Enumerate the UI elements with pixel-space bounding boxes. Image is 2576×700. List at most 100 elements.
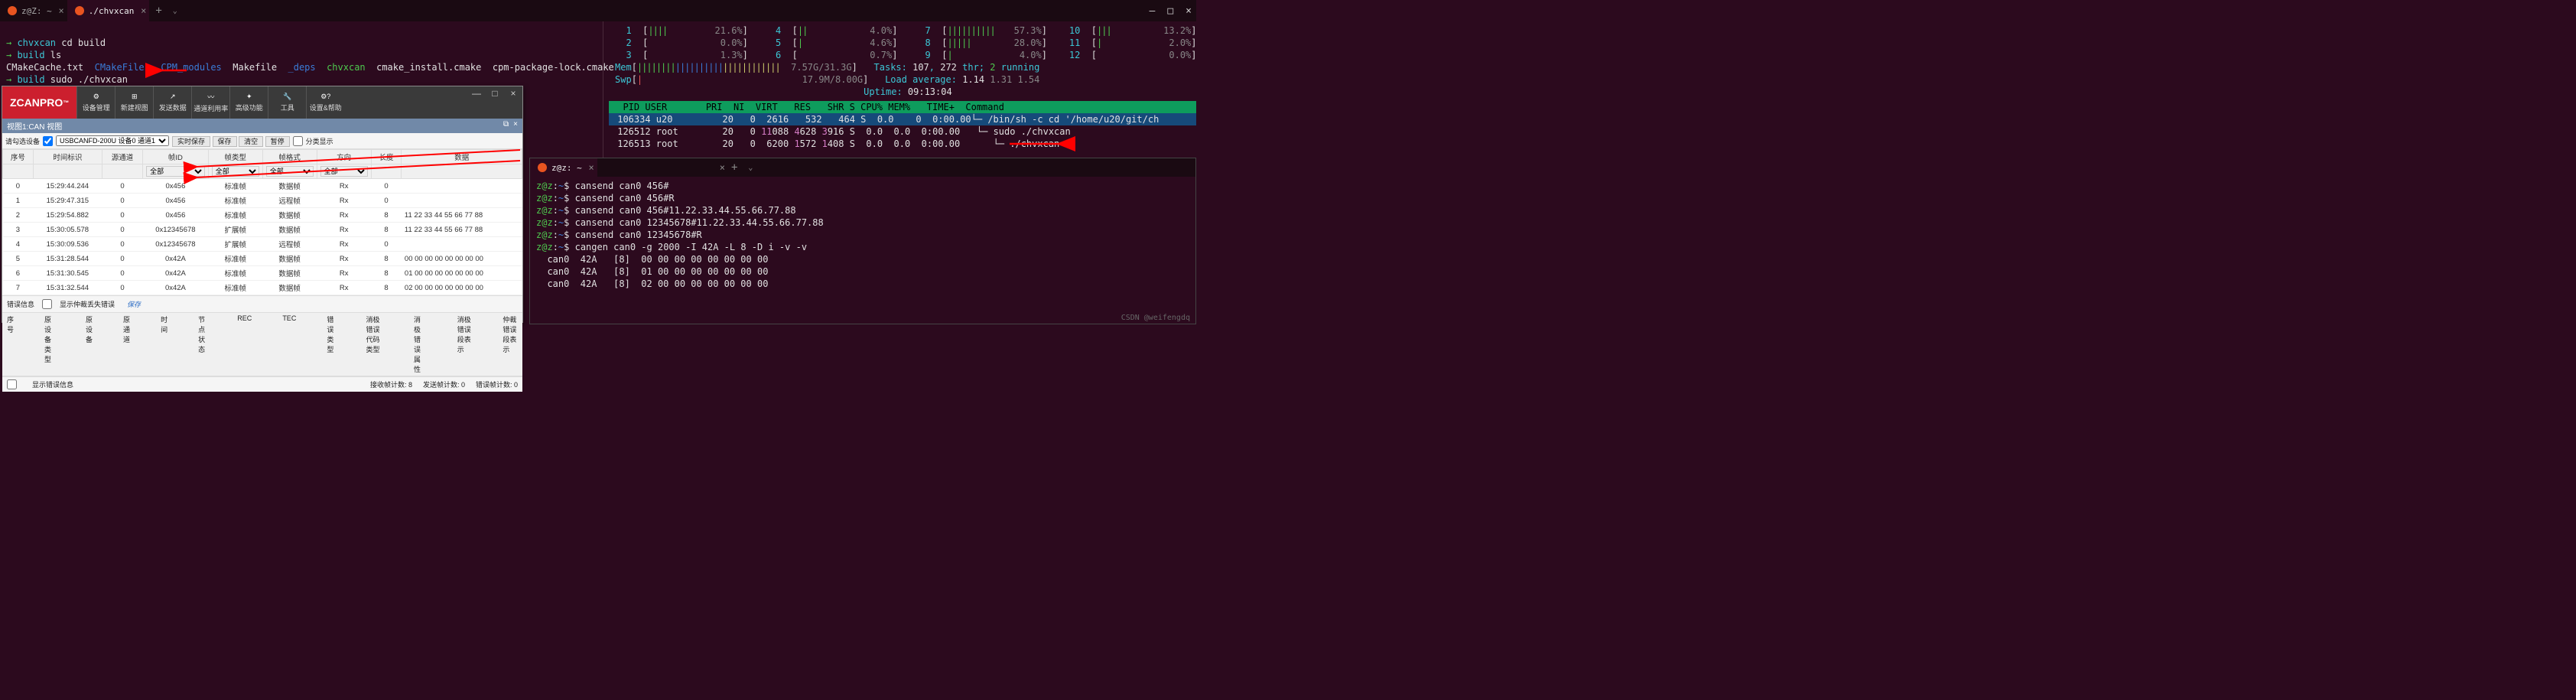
tx-count: 发送帧计数: 0 bbox=[423, 379, 465, 389]
tab-menu-chevron[interactable]: ⌄ bbox=[168, 7, 182, 15]
toolbar-2[interactable]: ↗发送数据 bbox=[153, 86, 191, 119]
col-header[interactable]: 序号 bbox=[3, 150, 34, 164]
filter-btn-2[interactable]: 清空 bbox=[239, 136, 263, 147]
ls-file: cpm-package-lock.cmake bbox=[493, 62, 614, 73]
err-col: 时间 bbox=[161, 314, 168, 374]
ls-file: Makefile bbox=[233, 62, 277, 73]
table-row[interactable]: 715:31:32.54400x42A标准帧数据帧Rx802 00 00 00 … bbox=[3, 281, 522, 295]
table-row[interactable]: 315:30:05.57800x12345678扩展帧数据帧Rx811 22 3… bbox=[3, 223, 522, 237]
htop-process-list[interactable]: 106334 u20 20 0 2616 532 464 S 0.0 0 0:0… bbox=[609, 113, 1196, 150]
maximize-icon[interactable]: □ bbox=[486, 86, 504, 119]
htop-pane[interactable]: 1 [|||| 21.6%] 4 [|| 4.0%] 7 [||||||||||… bbox=[609, 21, 1196, 150]
bottom-terminal-body[interactable]: z@z:~$ cansend can0 456# z@z:~$ cansend … bbox=[530, 177, 1195, 293]
table-row[interactable]: 615:31:30.54500x42A标准帧数据帧Rx801 00 00 00 … bbox=[3, 266, 522, 281]
tab-menu-chevron[interactable]: ⌄ bbox=[743, 164, 757, 172]
inner-tab-label: z@z: ~ bbox=[551, 163, 582, 173]
filter-btn-3[interactable]: 暂停 bbox=[265, 136, 290, 147]
err-col: 消极错误属性 bbox=[414, 314, 427, 374]
device-select[interactable]: USBCANFD-200U 设备0 通道1 bbox=[56, 135, 169, 146]
bottom-terminal-window: z@z: ~ × × + ⌄ z@z:~$ cansend can0 456# … bbox=[529, 158, 1196, 324]
show-errors-checkbox[interactable] bbox=[7, 379, 17, 389]
close-icon[interactable]: × bbox=[589, 162, 594, 173]
col-filter[interactable]: 全部 bbox=[320, 166, 368, 177]
ubuntu-icon bbox=[75, 6, 84, 15]
subtitle-text: 视图1:CAN 视图 bbox=[7, 120, 62, 132]
cmd-text: ls bbox=[45, 50, 62, 60]
close-icon[interactable]: × bbox=[59, 5, 64, 16]
toolbar-4[interactable]: ✦高级功能 bbox=[229, 86, 268, 119]
close-window-icon[interactable]: × bbox=[1186, 5, 1192, 17]
col-filter[interactable]: 全部 bbox=[146, 166, 205, 177]
inner-tabbar: z@z: ~ × × + ⌄ bbox=[530, 158, 1195, 177]
table-filter-row: 全部全部全部全部 bbox=[3, 164, 522, 179]
close-icon[interactable]: × bbox=[141, 5, 146, 16]
tab-2[interactable]: ./chvxcan × bbox=[67, 0, 150, 21]
ls-dir: CMakeFiles bbox=[95, 62, 150, 73]
table-row[interactable]: 415:30:09.53600x12345678扩展帧远程帧Rx0 bbox=[3, 237, 522, 252]
col-header[interactable]: 帧类型 bbox=[208, 150, 262, 164]
filter-btn-1[interactable]: 保存 bbox=[213, 136, 237, 147]
inner-tab[interactable]: z@z: ~ × bbox=[530, 158, 597, 177]
col-header[interactable]: 长度 bbox=[371, 150, 402, 164]
err-col: 仲裁错误段表示 bbox=[503, 314, 518, 374]
table-body: 015:29:44.24400x456标准帧数据帧Rx0115:29:47.31… bbox=[3, 179, 522, 295]
zcan-toolbar: ⚙设备管理⊞新建视图↗发送数据〰通道利用率✦高级功能🔧工具⚙?设置&帮助 bbox=[76, 86, 344, 119]
err-count: 错误帧计数: 0 bbox=[476, 379, 518, 389]
process-row[interactable]: 126513 root 20 0 6200 1572 1408 S 0.0 0.… bbox=[609, 138, 1196, 150]
subtitle-icons: ⧉ × bbox=[503, 120, 518, 132]
process-row[interactable]: 106334 u20 20 0 2616 532 464 S 0.0 0 0:0… bbox=[609, 113, 1196, 125]
close-icon[interactable]: × bbox=[720, 162, 725, 173]
err-col: 原设备类型 bbox=[44, 314, 55, 374]
new-tab-button[interactable]: + bbox=[725, 161, 743, 174]
zcan-statusbar: 显示错误信息 接收帧计数: 8 发送帧计数: 0 错误帧计数: 0 bbox=[2, 376, 522, 392]
classify-checkbox[interactable] bbox=[293, 136, 303, 146]
err-col: REC bbox=[237, 314, 252, 374]
status-counts: 接收帧计数: 8 发送帧计数: 0 错误帧计数: 0 bbox=[370, 379, 518, 389]
error-label: 错误信息 bbox=[7, 299, 34, 309]
filter-btn-0[interactable]: 实时保存 bbox=[172, 136, 210, 147]
show-arb-errors-checkbox[interactable] bbox=[42, 299, 52, 309]
col-header[interactable]: 源通道 bbox=[102, 150, 142, 164]
zcanpro-window: ZCANPRO™ ⚙设备管理⊞新建视图↗发送数据〰通道利用率✦高级功能🔧工具⚙?… bbox=[2, 86, 523, 323]
cmd-text: cd build bbox=[56, 37, 106, 48]
col-filter[interactable]: 全部 bbox=[212, 166, 259, 177]
col-header[interactable]: 帧格式 bbox=[262, 150, 317, 164]
process-row[interactable]: 126512 root 20 0 11088 4628 3916 S 0.0 0… bbox=[609, 125, 1196, 138]
ls-file: CMakeCache.txt bbox=[6, 62, 83, 73]
minimize-icon[interactable]: — bbox=[1150, 5, 1156, 17]
error-table-header: 序号原设备类型原设备原通道时间节点状态RECTEC错误类型消极错误代码类型消极错… bbox=[2, 312, 522, 376]
col-header[interactable]: 帧ID bbox=[143, 150, 209, 164]
new-tab-button[interactable]: + bbox=[149, 5, 168, 17]
err-col: 原通道 bbox=[123, 314, 130, 374]
popout-icon[interactable]: ⧉ bbox=[503, 120, 509, 132]
table-row[interactable]: 215:29:54.88200x456标准帧数据帧Rx811 22 33 44 … bbox=[3, 208, 522, 223]
zcan-filterbar: 请勾选设备 USBCANFD-200U 设备0 通道1 实时保存 保存 清空 暂… bbox=[2, 133, 522, 149]
toolbar-6[interactable]: ⚙?设置&帮助 bbox=[306, 86, 344, 119]
toolbar-0[interactable]: ⚙设备管理 bbox=[76, 86, 115, 119]
prompt-arrow: → bbox=[6, 37, 17, 48]
table-row[interactable]: 115:29:47.31500x456标准帧远程帧Rx0 bbox=[3, 194, 522, 208]
tab-1[interactable]: z@Z: ~ × bbox=[0, 0, 67, 21]
maximize-icon[interactable]: □ bbox=[1167, 5, 1173, 17]
device-checkbox[interactable] bbox=[43, 136, 53, 146]
col-filter[interactable]: 全部 bbox=[266, 166, 314, 177]
toolbar-5[interactable]: 🔧工具 bbox=[268, 86, 306, 119]
table-row[interactable]: 015:29:44.24400x456标准帧数据帧Rx0 bbox=[3, 179, 522, 194]
watermark: CSDN @weifengdq bbox=[1121, 314, 1190, 322]
col-header[interactable]: 方向 bbox=[317, 150, 371, 164]
prompt-path: build bbox=[17, 74, 44, 85]
zcan-titlebar[interactable]: ZCANPRO™ ⚙设备管理⊞新建视图↗发送数据〰通道利用率✦高级功能🔧工具⚙?… bbox=[2, 86, 522, 119]
col-header[interactable]: 时间标识 bbox=[33, 150, 102, 164]
close-icon[interactable]: × bbox=[504, 86, 522, 119]
cmd-text: sudo ./chvxcan bbox=[45, 74, 128, 85]
rx-count: 接收帧计数: 8 bbox=[370, 379, 412, 389]
tab-1-label: z@Z: ~ bbox=[21, 6, 52, 16]
err-col: 序号 bbox=[7, 314, 14, 374]
table-row[interactable]: 515:31:28.54400x42A标准帧数据帧Rx800 00 00 00 … bbox=[3, 252, 522, 266]
close-icon[interactable]: × bbox=[513, 120, 518, 132]
toolbar-3[interactable]: 〰通道利用率 bbox=[191, 86, 229, 119]
save-link[interactable]: 保存 bbox=[122, 298, 145, 310]
toolbar-1[interactable]: ⊞新建视图 bbox=[115, 86, 153, 119]
minimize-icon[interactable]: — bbox=[467, 86, 486, 119]
col-header[interactable]: 数据 bbox=[402, 150, 522, 164]
